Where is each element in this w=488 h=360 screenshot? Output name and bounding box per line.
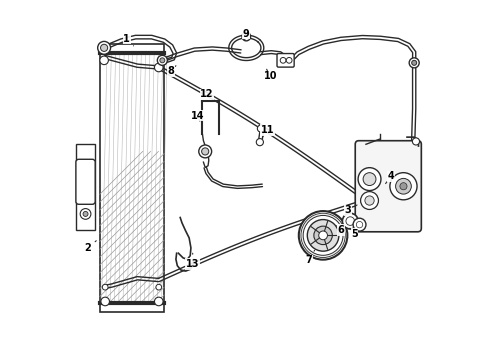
Circle shape (300, 213, 345, 257)
Circle shape (256, 139, 263, 146)
Circle shape (399, 183, 406, 190)
Circle shape (156, 284, 162, 290)
Circle shape (101, 44, 107, 51)
Circle shape (100, 56, 108, 64)
Circle shape (342, 213, 357, 229)
Text: 14: 14 (190, 111, 203, 121)
Circle shape (352, 218, 365, 231)
Circle shape (364, 196, 373, 205)
Circle shape (242, 32, 250, 41)
Bar (100, 44, 164, 312)
Circle shape (313, 226, 332, 244)
Bar (76, 144, 95, 230)
Circle shape (363, 173, 375, 185)
Text: 7: 7 (305, 250, 314, 265)
Circle shape (389, 173, 416, 200)
Circle shape (157, 55, 167, 65)
Text: 3: 3 (344, 205, 356, 215)
Circle shape (298, 211, 346, 260)
Circle shape (345, 217, 354, 225)
Circle shape (318, 231, 327, 240)
Circle shape (102, 284, 108, 290)
Text: 12: 12 (200, 89, 213, 100)
Circle shape (101, 297, 109, 306)
Circle shape (83, 211, 88, 216)
Text: 6: 6 (336, 225, 344, 235)
Text: 13: 13 (185, 253, 199, 269)
Text: 11: 11 (261, 125, 274, 137)
Text: 4: 4 (385, 171, 393, 184)
Circle shape (280, 58, 285, 63)
Text: 8: 8 (167, 66, 176, 76)
Circle shape (357, 168, 380, 190)
Text: 5: 5 (349, 228, 357, 239)
Text: 10: 10 (263, 69, 276, 81)
Circle shape (257, 125, 264, 132)
Circle shape (201, 148, 208, 155)
FancyBboxPatch shape (76, 159, 95, 204)
FancyBboxPatch shape (354, 141, 421, 232)
Circle shape (411, 60, 416, 65)
Circle shape (198, 145, 211, 158)
Circle shape (285, 58, 291, 63)
Circle shape (303, 215, 342, 255)
Circle shape (154, 297, 163, 306)
Text: 2: 2 (84, 241, 96, 253)
Circle shape (80, 208, 91, 219)
Circle shape (98, 41, 110, 54)
FancyBboxPatch shape (276, 54, 294, 67)
Text: 1: 1 (123, 34, 133, 46)
Circle shape (395, 179, 410, 194)
Circle shape (154, 63, 163, 72)
Circle shape (356, 221, 362, 228)
Circle shape (160, 58, 164, 63)
Circle shape (306, 220, 338, 251)
Circle shape (411, 138, 419, 145)
Circle shape (408, 58, 418, 68)
Text: 9: 9 (243, 28, 249, 41)
Circle shape (360, 192, 378, 210)
